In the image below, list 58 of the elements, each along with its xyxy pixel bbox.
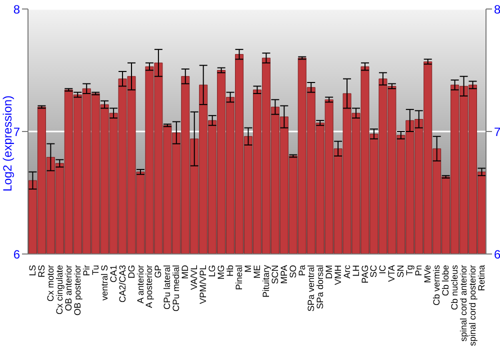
- x-tick-label: IC: [378, 264, 388, 274]
- x-tick-label: MD: [180, 264, 190, 279]
- x-tick-label: LS: [27, 265, 38, 276]
- x-tick-label: CA2/CA3: [117, 265, 128, 303]
- x-tick-label: SO: [288, 265, 298, 278]
- x-tick-label: Pn: [414, 265, 424, 276]
- x-tick-label: CA1: [108, 265, 118, 283]
- x-tick-label: VPM/VPL: [198, 265, 208, 304]
- x-tick-label: OB anterior: [63, 265, 74, 312]
- x-tick-label: Tu: [90, 265, 100, 276]
- x-tick-label: CPu lateral: [162, 265, 172, 310]
- x-tick-label: VTA: [386, 265, 397, 282]
- x-tick-label: ventral S: [99, 265, 110, 301]
- x-tick-label: Cb lobe: [440, 265, 451, 296]
- x-tick-label: Cb nucleus: [450, 264, 460, 310]
- x-tick-label: Hb: [225, 265, 236, 277]
- x-tick-label: Pir: [81, 265, 92, 276]
- x-tick-label: Arc: [342, 264, 352, 278]
- x-tick-label: spinal cord posterior: [468, 265, 478, 346]
- y2-tick-label: 7: [494, 124, 500, 139]
- x-tick-label: MVe: [422, 265, 433, 284]
- x-tick-label: ME: [252, 265, 262, 278]
- x-tick-label: MPA: [278, 265, 289, 284]
- x-tick-label: Pineal: [234, 265, 244, 290]
- x-tick-label: SN: [396, 265, 406, 278]
- x-tick-label: RS: [36, 265, 46, 278]
- x-tick-label: VMH: [332, 265, 343, 285]
- x-tick-label: Pa: [296, 265, 307, 276]
- x-tick-label: MG: [216, 265, 226, 280]
- x-tick-label: SC: [368, 264, 379, 278]
- x-tick-label: Retina: [476, 265, 487, 292]
- x-tick-label: SCN: [270, 265, 280, 284]
- x-tick-label: LG: [207, 265, 218, 278]
- x-tick-label: PAG: [360, 265, 370, 284]
- x-tick-label: Cx cingulate: [54, 265, 64, 315]
- x-tick-label: Cb vermis: [432, 264, 442, 306]
- x-tick-label: Tg: [404, 265, 415, 276]
- x-tick-label: LH: [350, 265, 361, 277]
- y-tick-label: 8: [13, 2, 20, 16]
- x-tick-label: VA/VL: [189, 265, 200, 290]
- x-tick-label: Cx motor: [45, 265, 56, 302]
- y2-tick-label: 8: [494, 2, 500, 16]
- x-tick-label: M: [243, 265, 254, 272]
- y-tick-label: 7: [13, 124, 20, 139]
- y2-tick-label: 6: [494, 247, 500, 262]
- x-tick-label: DM: [324, 265, 334, 279]
- y-axis-title: Log2 (expression): [0, 95, 14, 192]
- x-tick-label: Pituitary: [260, 264, 271, 298]
- x-tick-label: SPa ventral: [306, 265, 316, 312]
- x-tick-label: spinal cord anterior: [458, 265, 469, 342]
- x-tick-label: A posterior: [144, 265, 154, 308]
- x-tick-label: SPa dorsal: [314, 265, 325, 310]
- x-tick-label: CPu medial: [171, 265, 182, 312]
- x-tick-label: OB posterior: [72, 265, 82, 316]
- x-tick-label: A anterior: [135, 265, 146, 304]
- x-tick-label: DG: [126, 265, 136, 278]
- x-tick-label: GP: [153, 265, 164, 278]
- y-tick-label: 6: [13, 247, 20, 262]
